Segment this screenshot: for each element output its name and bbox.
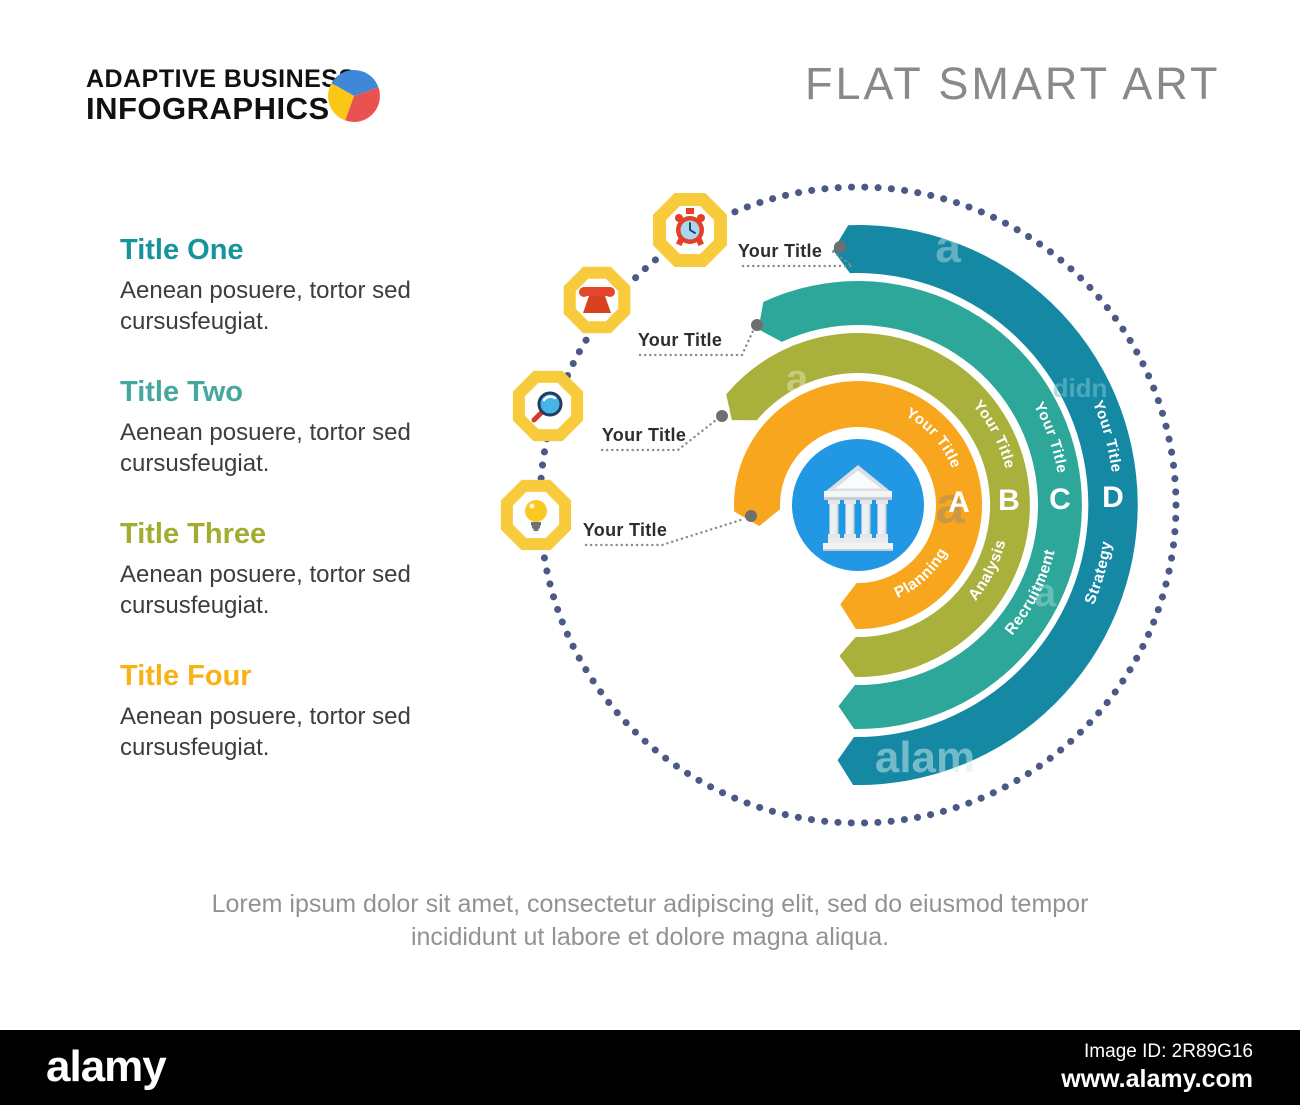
caption-text: Lorem ipsum dolor sit amet, consectetur … <box>211 890 1089 951</box>
watermark-ghost: a <box>935 220 961 272</box>
ring-letter-d: D <box>1102 481 1124 514</box>
alamy-logo: alamy <box>46 1042 167 1091</box>
alarm-clock-icon <box>675 208 705 246</box>
callout-4: Your Title <box>500 479 757 551</box>
telephone-badge <box>563 266 631 334</box>
callout-1: Your Title <box>653 193 856 268</box>
smart-art-diagram: a a a a alam didn Your Title Your Title … <box>500 183 1180 827</box>
bank-building-icon <box>823 465 893 551</box>
pie-slice-red <box>345 87 380 122</box>
callout-1-leader <box>741 248 856 268</box>
watermark-info: Image ID: 2R89G16 www.alamy.com <box>1061 1040 1253 1094</box>
section-two-title: Title Two <box>120 376 243 408</box>
callout-2-dot <box>751 319 763 331</box>
section-one-body: Aenean posuere, tortor sed cursusfeugiat… <box>120 277 411 335</box>
callout-3: Your Title <box>512 370 728 452</box>
ring-arc-a <box>734 381 983 630</box>
brand-logo: ADAPTIVE BUSINESS INFOGRAPHICS <box>86 65 356 126</box>
callout-3-dot <box>716 410 728 422</box>
ring-arc-d <box>833 225 1138 786</box>
center-circle <box>792 439 924 571</box>
section-two-body: Aenean posuere, tortor sed cursusfeugiat… <box>120 419 411 477</box>
ring-letter-a: A <box>948 486 970 519</box>
callout-2-leader <box>638 329 755 357</box>
ring-arcs <box>726 225 1138 786</box>
section-four: Title Four Aenean posuere, tortor sed cu… <box>120 660 450 763</box>
alarm-clock-badge <box>653 193 727 267</box>
watermark-bar: alamy Image ID: 2R89G16 www.alamy.com <box>0 1030 1300 1105</box>
pie-slice-blue <box>331 70 379 96</box>
callout-1-dot <box>834 241 846 253</box>
callout-2-label: Your Title <box>638 330 722 350</box>
ring-arc-c <box>758 281 1082 730</box>
brand-logo-line1: ADAPTIVE BUSINESS <box>86 65 356 93</box>
section-one: Title One Aenean posuere, tortor sed cur… <box>120 234 450 337</box>
watermark-ghost: a <box>1034 571 1057 615</box>
ring-letter-b: B <box>998 484 1020 517</box>
callout-4-dot <box>745 510 757 522</box>
page-title: FLAT SMART ART <box>805 58 1221 109</box>
light-bulb-icon <box>525 500 547 531</box>
watermark-ghost: a <box>786 357 809 401</box>
section-three-title: Title Three <box>120 518 267 550</box>
watermark-ghost: a <box>936 477 966 535</box>
watermark-ghost: didn <box>1053 373 1108 403</box>
light-bulb-badge <box>500 479 572 551</box>
alamy-url-text: www.alamy.com <box>1061 1065 1253 1093</box>
watermark-ghosts: a a a a alam didn <box>786 220 1108 782</box>
image-id-text: Image ID: 2R89G16 <box>1084 1041 1253 1062</box>
watermark-ghost: alam <box>875 733 975 782</box>
section-three: Title Three Aenean posuere, tortor sed c… <box>120 518 450 621</box>
section-four-body: Aenean posuere, tortor sed cursusfeugiat… <box>120 703 411 761</box>
brand-logo-line2: INFOGRAPHICS <box>86 91 330 126</box>
callout-2: Your Title <box>563 266 763 357</box>
callout-3-label: Your Title <box>602 425 686 445</box>
section-one-title: Title One <box>120 234 244 266</box>
ring-letter-c: C <box>1049 483 1071 516</box>
section-three-body: Aenean posuere, tortor sed cursusfeugiat… <box>120 561 411 619</box>
callout-4-label: Your Title <box>583 520 667 540</box>
magnifier-badge <box>512 370 584 442</box>
ring-arc-b <box>726 333 1030 678</box>
section-two: Title Two Aenean posuere, tortor sed cur… <box>120 376 450 479</box>
telephone-icon <box>579 287 615 313</box>
center-node <box>792 439 924 571</box>
section-four-title: Title Four <box>120 660 252 692</box>
callout-1-label: Your Title <box>738 241 822 261</box>
ring-letters: A B C D <box>948 481 1124 519</box>
callout-4-leader <box>584 517 746 547</box>
magnifier-icon <box>531 391 563 423</box>
pie-slice-yellow <box>328 83 354 121</box>
pie-chart-icon <box>328 70 380 122</box>
callout-3-leader <box>600 418 718 452</box>
